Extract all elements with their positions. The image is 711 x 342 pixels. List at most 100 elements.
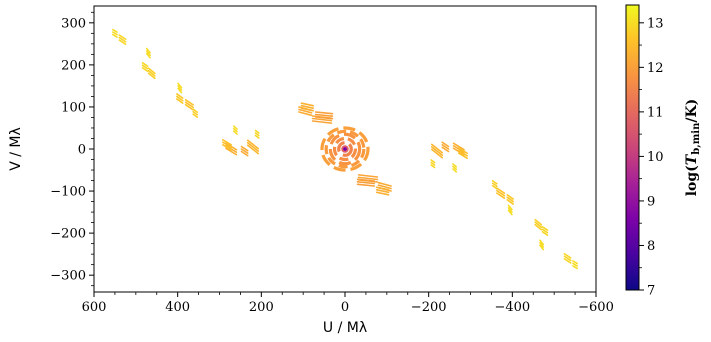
center-ring-track bbox=[332, 136, 358, 162]
uv-track-segment bbox=[496, 187, 506, 194]
uv-track-segment bbox=[225, 147, 238, 156]
uv-track-segment bbox=[254, 134, 260, 139]
uv-track bbox=[112, 28, 118, 38]
uv-track-segment bbox=[572, 262, 578, 267]
uv-track-segment bbox=[311, 117, 333, 122]
x-axis-label: U / Mλ bbox=[323, 320, 367, 336]
uv-track bbox=[147, 67, 156, 80]
uv-track-segment bbox=[572, 260, 578, 265]
uv-track bbox=[506, 194, 514, 205]
uv-track-segment bbox=[222, 141, 233, 149]
uv-track-segment bbox=[431, 146, 444, 157]
colorbar-tick-label: 13 bbox=[647, 16, 664, 31]
center-core-point bbox=[343, 147, 347, 151]
uv-track-segment bbox=[539, 241, 545, 248]
uv-track-segment bbox=[377, 181, 392, 187]
y-axis: 300 200 100 0 −100 −200 −300 bbox=[50, 11, 94, 287]
uv-track bbox=[539, 239, 545, 251]
uv-track-segment bbox=[506, 194, 514, 200]
uv-track bbox=[232, 125, 238, 135]
uv-track-segment bbox=[441, 143, 450, 150]
colorbar-label-suffix: /K) bbox=[684, 99, 700, 123]
uv-track-segment bbox=[441, 141, 450, 148]
uv-track bbox=[222, 138, 233, 151]
uv-track-segment bbox=[457, 152, 468, 160]
uv-track-segment bbox=[534, 218, 543, 226]
x-tick-label: 400 bbox=[165, 300, 190, 315]
uv-track bbox=[375, 186, 390, 196]
uv-track-segment bbox=[357, 176, 379, 181]
uv-track-segment bbox=[232, 130, 238, 135]
uv-track bbox=[541, 226, 549, 236]
uv-track bbox=[145, 47, 151, 59]
uv-track-segment bbox=[431, 148, 444, 159]
colorbar-tick-label: 10 bbox=[647, 150, 664, 165]
uv-track-segment bbox=[506, 196, 514, 203]
uv-track-segment bbox=[314, 111, 334, 115]
uv-track-segment bbox=[300, 102, 315, 107]
uv-track-segment bbox=[441, 146, 450, 153]
uv-track-segment bbox=[452, 168, 458, 173]
colorbar-tick-label: 12 bbox=[647, 61, 664, 76]
uv-track-segment bbox=[563, 257, 572, 264]
uv-track-segment bbox=[118, 34, 127, 41]
uv-track-segment bbox=[112, 28, 118, 33]
colorbar-tick-label: 7 bbox=[647, 284, 655, 299]
uv-track-segment bbox=[254, 132, 260, 137]
uv-track-segment bbox=[507, 207, 513, 213]
colorbar-ticks: 7 8 9 10 11 12 13 bbox=[639, 16, 664, 299]
uv-track-segment bbox=[357, 174, 379, 178]
colorbar-tick-label: 11 bbox=[647, 105, 664, 120]
uv-track-segment bbox=[541, 228, 549, 234]
uv-track bbox=[572, 260, 578, 270]
uv-track-segment bbox=[491, 179, 498, 185]
uv-track-segment bbox=[240, 148, 249, 155]
x-tick-label: 200 bbox=[249, 300, 274, 315]
uv-track-segment bbox=[300, 107, 315, 112]
colorbar-label: log(Tb,min/K) bbox=[684, 99, 702, 197]
uv-track-segment bbox=[177, 82, 183, 89]
colorbar-tick-label: 9 bbox=[647, 194, 655, 209]
uv-track-segment bbox=[147, 67, 156, 75]
uv-track bbox=[507, 204, 513, 216]
uv-track-segment bbox=[222, 138, 233, 146]
uv-track bbox=[431, 143, 444, 159]
uv-track bbox=[314, 111, 334, 120]
uv-track-segment bbox=[112, 31, 118, 36]
center-ring-track bbox=[324, 129, 366, 169]
center-ring-track bbox=[337, 141, 353, 157]
uv-track bbox=[254, 129, 260, 139]
uv-track-segment bbox=[314, 116, 334, 120]
uv-track bbox=[430, 159, 436, 169]
uv-track-segment bbox=[375, 186, 390, 191]
uv-track-segment bbox=[118, 36, 127, 43]
uv-track-segment bbox=[457, 149, 468, 157]
uv-track-segment bbox=[457, 147, 468, 155]
colorbar bbox=[625, 4, 640, 291]
uv-track bbox=[240, 145, 249, 157]
uv-track-segment bbox=[298, 111, 313, 117]
uv-track-segment bbox=[240, 145, 249, 152]
uv-track-segment bbox=[375, 188, 390, 194]
uv-track-segment bbox=[491, 182, 498, 188]
uv-track-segment bbox=[246, 144, 259, 155]
uv-track-segment bbox=[145, 50, 151, 57]
uv-track-segment bbox=[176, 98, 184, 104]
uv-track-segment bbox=[452, 163, 458, 168]
uv-track-segment bbox=[314, 113, 334, 117]
uv-track-segment bbox=[184, 101, 194, 109]
center-ring-track bbox=[328, 132, 362, 166]
y-tick-label: 0 bbox=[78, 143, 86, 158]
uv-track-segment bbox=[141, 64, 149, 70]
uv-track-segment bbox=[232, 127, 238, 133]
uv-track-segment bbox=[534, 221, 543, 229]
y-tick-label: −100 bbox=[50, 185, 86, 200]
uv-track-segment bbox=[539, 244, 545, 251]
uv-track-segment bbox=[507, 209, 513, 216]
uv-track-segment bbox=[176, 95, 184, 102]
uv-track-segment bbox=[147, 72, 156, 80]
uv-track-segment bbox=[356, 183, 376, 187]
uv-track bbox=[534, 218, 543, 231]
uv-track-segment bbox=[176, 93, 184, 99]
uv-track bbox=[176, 93, 184, 104]
